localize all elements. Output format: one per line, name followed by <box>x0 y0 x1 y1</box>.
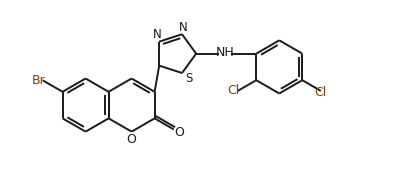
Text: O: O <box>175 126 185 139</box>
Text: Cl: Cl <box>227 84 240 97</box>
Text: Cl: Cl <box>315 86 327 99</box>
Text: S: S <box>185 72 192 85</box>
Text: NH: NH <box>216 46 235 59</box>
Text: O: O <box>127 133 136 146</box>
Text: N: N <box>179 21 188 34</box>
Text: N: N <box>153 29 162 42</box>
Text: Br: Br <box>32 74 45 87</box>
